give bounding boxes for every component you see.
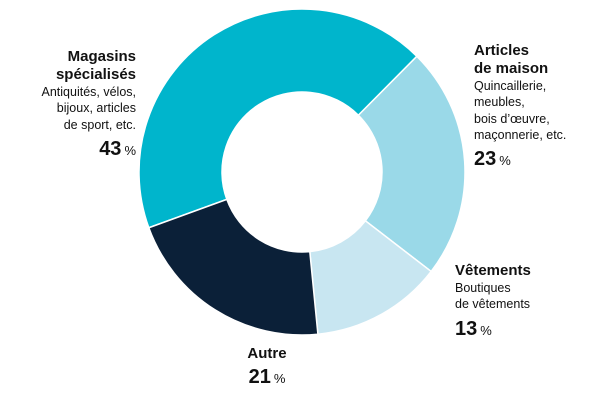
slice-autre [147,198,319,336]
slice-value: 21% [248,366,286,388]
slice-name: Articles de maison [474,42,549,77]
slice-description: Quincaillerie, meubles, bois d’œuvre, ma… [474,79,567,142]
slice-name: Autre [247,345,287,362]
slice-name: Vêtements [455,262,531,279]
slice-articles-de-maison [357,55,466,273]
label-vetements: Vêtements Boutiques de vêtements 13% [455,262,585,341]
slice-value: 43% [99,137,136,160]
slice-magasins-specialises [138,8,418,229]
slice-name: Magasins spécialisés [55,48,136,83]
slice-value: 13% [455,317,492,340]
label-articles-de-maison: Articles de maison Quincaillerie, meuble… [474,42,594,171]
slice-description: Antiquités, vélos, bijoux, articles de s… [41,85,137,132]
label-magasins-specialises: Magasins spécialisés Antiquités, vélos, … [0,48,137,161]
slice-value: 23% [474,148,511,170]
slice-description: Boutiques de vêtements [455,281,531,312]
label-autre: Autre 21% [227,345,307,389]
